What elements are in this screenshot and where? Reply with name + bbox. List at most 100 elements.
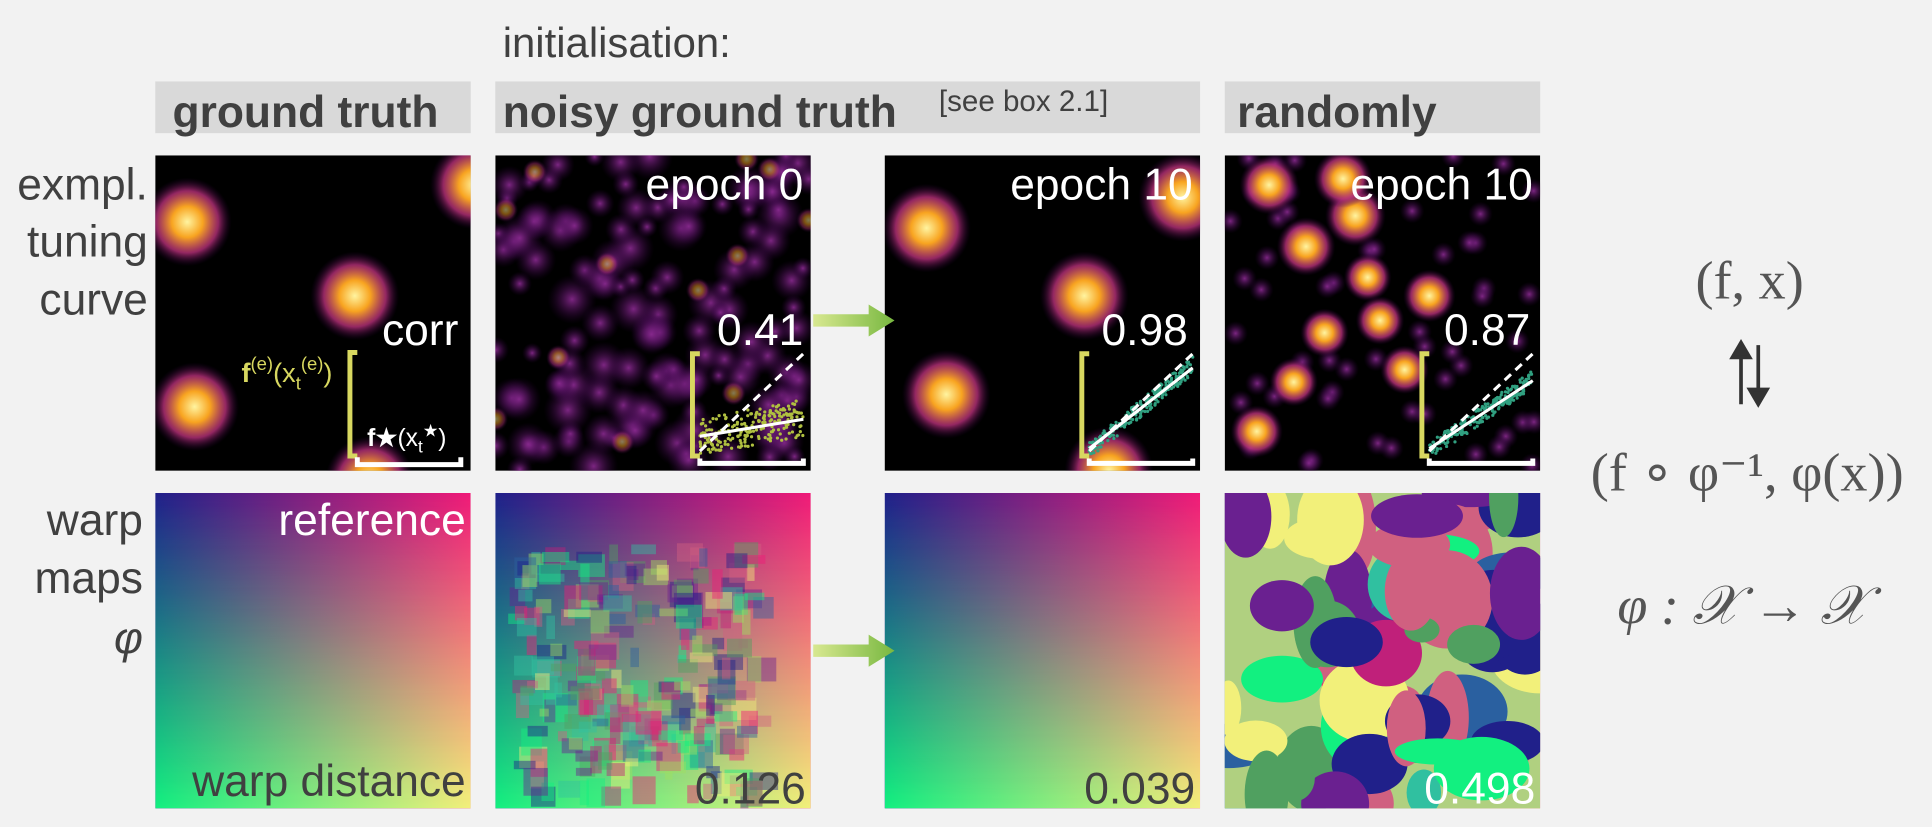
warp-patch: [569, 738, 582, 750]
scatter-dot: [724, 443, 727, 446]
warp-patch: [591, 610, 610, 633]
scatter-dot: [1476, 425, 1479, 428]
panels: [143, 133, 1589, 827]
scatter-dot: [746, 414, 749, 417]
warp-patch: [693, 569, 708, 584]
noise-blob: [522, 343, 542, 363]
scatter-dot: [743, 441, 746, 444]
scatter-dot: [1435, 449, 1438, 452]
warp-patch: [570, 686, 599, 700]
scatter-dot: [711, 443, 714, 446]
scatter-dot: [799, 430, 802, 433]
scatter-dot: [709, 420, 712, 423]
noise-blob: [1457, 230, 1482, 255]
scatter-dot: [1508, 402, 1511, 405]
scatter-dot: [1172, 385, 1175, 388]
warp-patch: [625, 758, 638, 766]
warp-patch: [694, 726, 705, 744]
sub: t: [296, 372, 301, 393]
noise-blob: [601, 142, 641, 182]
warp-patch: [636, 711, 662, 734]
warp-patch: [550, 644, 562, 656]
sym: (x: [273, 357, 296, 388]
noise-blob: [686, 278, 711, 303]
scatter-dot: [1186, 362, 1189, 365]
panel: [885, 493, 1200, 808]
scatter-dot: [1498, 396, 1501, 399]
scatter-dot: [723, 413, 726, 416]
scatter-dot: [1445, 442, 1448, 445]
scatter-dot: [763, 418, 766, 421]
scatter-dot: [773, 415, 776, 418]
warp-patch: [708, 679, 735, 699]
column-title: ground truth: [173, 88, 439, 137]
corr-value: 0.98: [1101, 306, 1187, 355]
noise-blob: [1522, 410, 1547, 435]
scatter-dot: [1164, 393, 1167, 396]
scatter-dot: [1479, 420, 1482, 423]
scatter-dot: [780, 415, 783, 418]
warp-patch: [558, 781, 580, 798]
scatter-dot: [736, 421, 739, 424]
scatter-dot: [731, 437, 734, 440]
scatter-dot: [776, 436, 779, 439]
distance-value: 0.039: [1084, 764, 1195, 813]
scatter-dot: [752, 421, 755, 424]
scatter-dot: [1491, 414, 1494, 417]
scatter-dot: [712, 446, 715, 449]
scatter-dot: [726, 443, 729, 446]
scatter-dot: [724, 440, 727, 443]
noise-blob: [1379, 436, 1404, 461]
scatter-dot: [720, 445, 723, 448]
scatter-dot: [715, 417, 718, 420]
warp-patch: [564, 585, 581, 609]
warp-region: [1310, 617, 1383, 667]
warp-patch: [745, 593, 765, 601]
scatter-dot: [1486, 402, 1489, 405]
scatter-dot: [769, 420, 772, 423]
warp-patch: [630, 648, 639, 667]
noise-blob: [721, 381, 746, 406]
scatter-dot: [788, 414, 791, 417]
row-label: curve: [39, 275, 147, 324]
scatter-dot: [1529, 371, 1532, 374]
scatter-dot: [780, 439, 783, 442]
warp-patch: [690, 653, 713, 663]
scatter-dot: [795, 400, 798, 403]
warp-patch: [603, 595, 632, 611]
column-title: noisy ground truth: [503, 88, 897, 137]
row-label: exmpl.: [17, 161, 148, 210]
scatter-dot: [707, 436, 710, 439]
noise-blob: [1517, 282, 1542, 307]
noise-blob: [555, 207, 593, 245]
arrow: [813, 304, 894, 336]
noise-blob: [546, 345, 571, 370]
math-map: φ : 𝒳 → 𝒳: [1617, 576, 1882, 636]
warp-patch: [609, 561, 627, 578]
warp-patch: [657, 565, 669, 581]
init-label: initialisation:: [503, 19, 731, 66]
figure: initialisation: ground truth noisy groun…: [0, 0, 1932, 827]
noise-blob: [725, 243, 750, 268]
warp-patch: [522, 565, 537, 587]
warp-patch: [609, 614, 626, 624]
warp-patch: [518, 590, 532, 602]
noise-blob: [678, 362, 714, 398]
scatter-dot: [1521, 377, 1524, 380]
warp-patch: [677, 543, 703, 561]
warp-patch: [638, 750, 650, 763]
scatter-dot: [1506, 387, 1509, 390]
noise-blob: [483, 337, 510, 364]
scatter-dot: [737, 445, 740, 448]
scatter-dot: [1098, 446, 1101, 449]
warp-patch: [667, 584, 676, 602]
distance-value: 0.126: [695, 764, 806, 813]
scatter-dot: [719, 448, 722, 451]
warp-patch: [551, 664, 576, 672]
corr-value: 0.41: [717, 306, 803, 355]
scatter-dot: [791, 430, 794, 433]
warp-patch: [621, 685, 633, 707]
warp-patch: [610, 717, 620, 744]
noise-blob: [1232, 266, 1257, 291]
scatter-dot: [1153, 404, 1156, 407]
